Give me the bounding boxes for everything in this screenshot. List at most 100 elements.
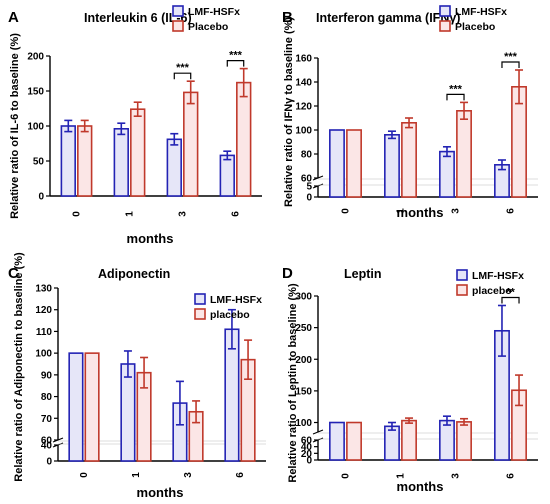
y-tick-label: 110	[36, 327, 53, 338]
panel-letter: B	[282, 9, 293, 26]
legend-label: Placebo	[455, 21, 495, 33]
x-axis-label: months	[127, 231, 174, 246]
bar-placebo	[456, 110, 472, 198]
bar-lmf-hsfx	[329, 129, 345, 198]
legend-swatch	[172, 5, 184, 17]
bar-lmf-hsfx	[384, 425, 400, 461]
x-tick-label: 3	[451, 208, 462, 214]
y-tick-label: 20	[301, 449, 313, 460]
y-tick-label: 100	[295, 418, 312, 429]
y-tick-label: 250	[295, 323, 312, 334]
bar-lmf-hsfx	[384, 134, 400, 198]
bar-lmf-hsfx	[219, 154, 235, 197]
panel-a: A Interleukin 6 (IL-6) 0 50 100 150 200 Relativ…	[8, 5, 262, 246]
x-tick-label: 0	[341, 473, 352, 479]
legend-swatch	[439, 5, 451, 17]
y-tick-label: 150	[27, 87, 44, 98]
y-tick-label: 200	[295, 355, 312, 366]
panel-c: C Adiponectin04060708090100110120130Relat…	[8, 252, 266, 500]
y-tick-label: 0	[306, 193, 312, 204]
bar-placebo	[401, 122, 417, 198]
x-tick-label: 1	[396, 473, 407, 479]
bar-placebo	[401, 419, 417, 461]
significance-bracket	[173, 72, 192, 80]
y-tick-label: 120	[35, 305, 52, 316]
y-tick-label: 100	[295, 126, 312, 137]
x-tick-label: 0	[72, 211, 83, 217]
chart-title: Interferon gamma (IFNγ)	[316, 11, 460, 25]
bar-lmf-hsfx	[60, 125, 76, 197]
legend-swatch	[456, 284, 468, 296]
significance-label: ***	[449, 83, 463, 95]
panel-letter: C	[8, 265, 19, 282]
legend-swatch	[172, 20, 184, 32]
significance-bracket	[501, 61, 520, 68]
bar-lmf-hsfx	[166, 138, 182, 197]
x-tick-label: 0	[79, 472, 90, 478]
bar-placebo	[346, 129, 362, 198]
legend-swatch	[194, 293, 206, 305]
x-tick-label: 3	[183, 472, 194, 478]
y-axis-label: Relative ratio of IFNγ to baseline (%)	[283, 17, 295, 207]
x-tick-label: 6	[231, 211, 242, 217]
chart-title: Adiponectin	[98, 267, 170, 281]
legend-label: Placebo	[188, 21, 228, 33]
y-tick-label: 0	[38, 192, 44, 203]
y-tick-label: 130	[35, 284, 52, 295]
legend-swatch	[439, 20, 451, 32]
y-tick-label: 150	[295, 386, 312, 397]
y-tick-label: 60	[301, 174, 313, 185]
x-axis-label: months	[397, 205, 444, 220]
x-axis-label: months	[137, 485, 184, 500]
legend-label: placebo	[472, 285, 512, 297]
y-tick-label: 0	[46, 457, 52, 468]
y-tick-label: 200	[27, 52, 44, 63]
chart-title: Leptin	[344, 267, 382, 281]
bar-placebo	[236, 81, 252, 197]
significance-bracket	[501, 296, 520, 304]
panel-letter: A	[8, 9, 19, 26]
x-tick-label: 1	[125, 211, 136, 217]
x-axis-label: months	[397, 479, 444, 494]
y-tick-label: 40	[301, 442, 313, 453]
bar-placebo	[77, 125, 93, 197]
significance-bracket	[226, 60, 245, 67]
y-tick-label: 140	[295, 78, 312, 89]
legend-swatch	[194, 308, 206, 320]
y-axis-label: Relative ratio of IL-6 to baseline (%)	[9, 33, 21, 219]
x-tick-label: 3	[451, 473, 462, 479]
panel-b: B Interferon gamma (IFNγ)0560801001201401…	[282, 5, 538, 220]
y-axis-label: Relative ratio of Adiponectin to baselin…	[13, 252, 25, 482]
x-tick-label: 6	[235, 472, 246, 478]
significance-label: ***	[176, 62, 190, 74]
x-tick-label: 0	[341, 208, 352, 214]
bar-lmf-hsfx	[120, 363, 136, 462]
y-tick-label: 5	[306, 182, 312, 193]
legend-label: LMF-HSFx	[210, 294, 262, 306]
y-tick-label: 60	[301, 436, 313, 447]
significance-bracket	[446, 93, 465, 101]
legend-swatch	[456, 269, 468, 281]
bar-lmf-hsfx	[68, 352, 84, 462]
legend-label: LMF-HSFx	[472, 270, 524, 282]
y-tick-label: 70	[41, 414, 53, 425]
legend-label: placebo	[210, 309, 250, 321]
panel-letter: D	[282, 265, 293, 282]
y-tick-label: 100	[27, 122, 44, 133]
significance-label: ***	[504, 51, 518, 63]
bar-placebo	[183, 91, 199, 197]
y-tick-label: 300	[295, 292, 312, 303]
y-tick-label: 160	[295, 54, 312, 65]
x-tick-label: 1	[131, 472, 142, 478]
chart-title: Interleukin 6 (IL-6)	[84, 11, 192, 25]
x-tick-label: 3	[178, 211, 189, 217]
bar-lmf-hsfx	[439, 150, 455, 198]
y-tick-label: 100	[35, 349, 52, 360]
y-tick-label: 50	[33, 157, 45, 168]
bar-lmf-hsfx	[329, 421, 345, 461]
y-tick-label: 40	[41, 441, 53, 452]
x-tick-label: 6	[506, 473, 517, 479]
bar-lmf-hsfx	[113, 128, 129, 197]
significance-label: **	[506, 286, 515, 298]
